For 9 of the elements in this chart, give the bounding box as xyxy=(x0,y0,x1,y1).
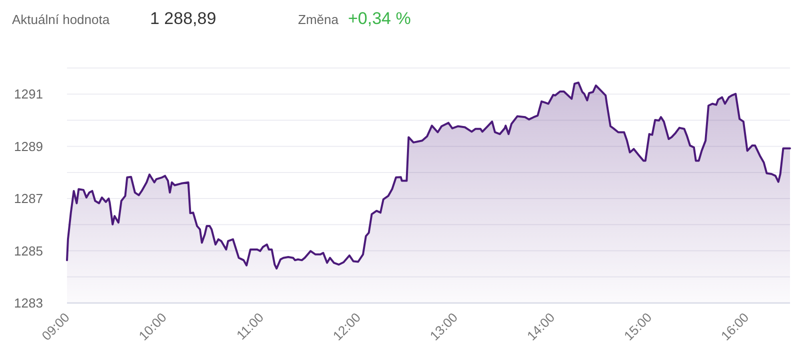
y-tick-label: 1283 xyxy=(14,296,43,311)
text: +0,34 % xyxy=(348,9,411,28)
y-tick-label: 1285 xyxy=(14,243,43,258)
text: Aktuální hodnota xyxy=(12,12,110,27)
y-tick-label: 1291 xyxy=(14,86,43,102)
text: 1 288,89 xyxy=(150,9,216,28)
text: Změna xyxy=(298,12,340,27)
y-tick-label: 1289 xyxy=(14,138,43,154)
y-tick-label: 1287 xyxy=(14,191,43,206)
